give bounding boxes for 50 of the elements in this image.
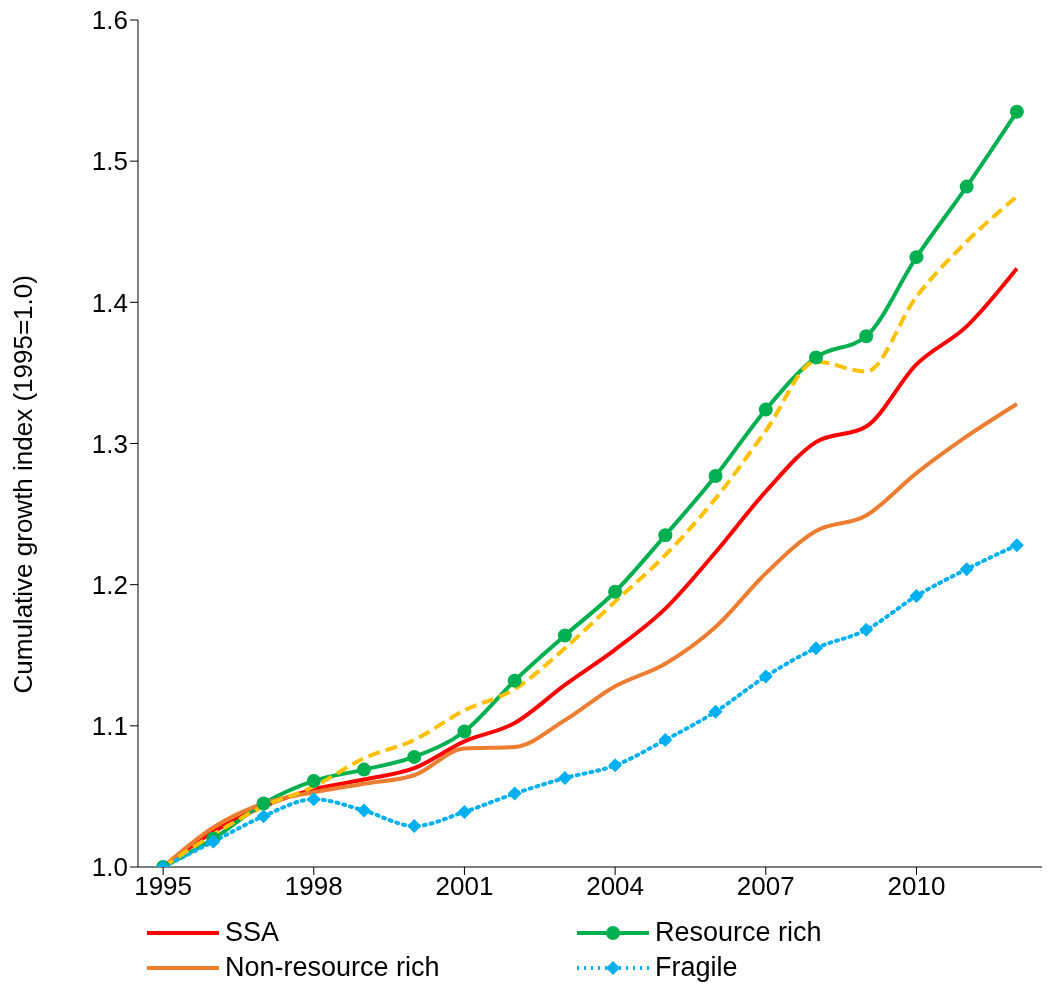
point [1009, 538, 1024, 553]
point [959, 179, 974, 194]
point [608, 584, 623, 599]
legend-label: Non-resource rich [225, 952, 440, 983]
x-tick-label: 1998 [284, 871, 343, 902]
legend-label: Resource rich [655, 917, 822, 948]
point [809, 350, 823, 365]
point [507, 786, 522, 801]
legend-label: SSA [225, 917, 280, 948]
point [306, 792, 321, 807]
point [407, 819, 422, 834]
point [658, 528, 673, 543]
point [658, 732, 673, 747]
point [407, 749, 422, 764]
point [758, 669, 773, 684]
point [708, 704, 723, 719]
point [608, 758, 623, 773]
x-tick-label: 2007 [736, 871, 795, 902]
y-axis-title: Cumulative growth index (1995=1.0) [8, 275, 39, 694]
point [357, 803, 371, 818]
point [457, 724, 472, 739]
y-tick-label: 1.5 [91, 146, 128, 177]
x-tick-label: 2001 [435, 871, 494, 902]
point [1009, 104, 1024, 119]
point [507, 673, 522, 688]
point [909, 250, 924, 265]
point [809, 641, 823, 656]
x-tick-label: 2010 [887, 871, 946, 902]
point [457, 804, 472, 819]
point [306, 773, 321, 788]
y-tick-label: 1.4 [91, 287, 128, 318]
point [909, 588, 924, 603]
point [357, 762, 371, 777]
x-tick-label: 1995 [134, 871, 193, 902]
point [708, 468, 723, 483]
point [859, 329, 874, 344]
point [758, 402, 773, 417]
y-tick-label: 1.3 [91, 428, 128, 459]
point [557, 628, 572, 643]
y-tick-label: 1.2 [91, 569, 128, 600]
x-tick-label: 2004 [586, 871, 645, 902]
point [557, 771, 572, 786]
point [859, 622, 874, 637]
y-tick-label: 1.6 [91, 5, 128, 36]
legend-label: Fragile [655, 952, 738, 983]
point [256, 796, 271, 811]
y-tick-label: 1.1 [91, 711, 128, 742]
point [959, 562, 974, 577]
point [256, 809, 271, 824]
y-tick-label: 1.0 [91, 852, 128, 883]
